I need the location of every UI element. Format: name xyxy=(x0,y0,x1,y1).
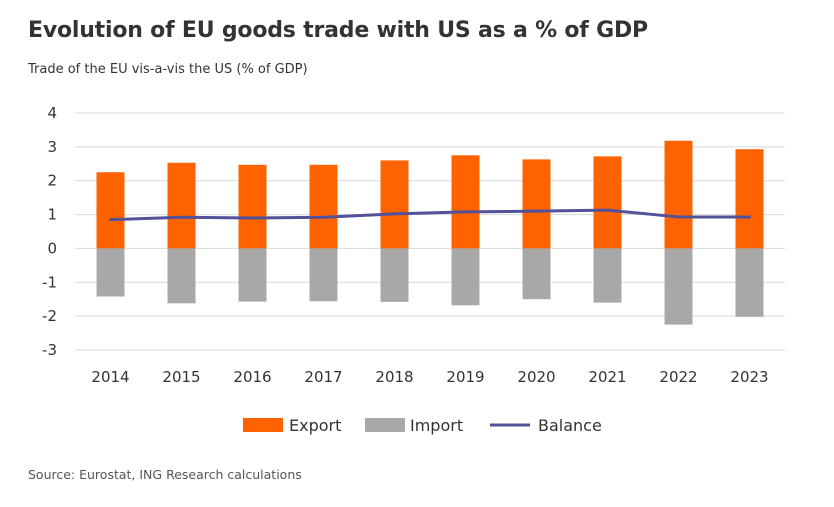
import-bar xyxy=(451,248,480,306)
y-tick-label: -3 xyxy=(42,341,57,359)
import-bar xyxy=(238,248,267,302)
import-bar xyxy=(735,248,764,317)
y-tick-label: 3 xyxy=(47,138,57,156)
export-bar xyxy=(167,162,196,249)
x-tick-label: 2020 xyxy=(517,368,555,386)
x-tick-label: 2017 xyxy=(304,368,342,386)
export-legend-label: Export xyxy=(289,416,341,435)
y-tick-label: -1 xyxy=(42,273,57,291)
balance-legend-label: Balance xyxy=(538,416,602,435)
balance-line-group xyxy=(109,208,751,222)
export-bar xyxy=(451,155,480,249)
import-bar xyxy=(522,248,551,300)
x-tick-label: 2018 xyxy=(375,368,413,386)
x-tick-label: 2022 xyxy=(659,368,697,386)
x-tick-label: 2015 xyxy=(162,368,200,386)
import-bar xyxy=(664,248,693,325)
import-legend-label: Import xyxy=(410,416,463,435)
import-bar xyxy=(309,248,338,302)
export-bar xyxy=(735,149,764,249)
y-tick-label: 2 xyxy=(47,172,57,190)
export-bar xyxy=(593,156,622,249)
import-legend-swatch xyxy=(365,418,405,432)
balance-line xyxy=(109,208,751,222)
chart-subtitle: Trade of the EU vis-a-vis the US (% of G… xyxy=(28,62,308,77)
import-bar xyxy=(593,248,622,303)
export-bar xyxy=(309,164,338,249)
y-tick-label: 4 xyxy=(47,104,57,122)
export-bar xyxy=(96,172,125,249)
x-tick-label: 2019 xyxy=(446,368,484,386)
x-tick-label: 2021 xyxy=(588,368,626,386)
x-tick-label: 2023 xyxy=(730,368,768,386)
x-tick-label: 2016 xyxy=(233,368,271,386)
source-note: Source: Eurostat, ING Research calculati… xyxy=(28,467,302,482)
export-bar xyxy=(522,159,551,249)
export-bar xyxy=(664,140,693,249)
export-bar xyxy=(380,160,409,249)
import-bar xyxy=(96,248,125,297)
y-axis-ticks: 4 3 2 1 0 -1 -2 -3 xyxy=(42,104,57,359)
chart-plot: 4 3 2 1 0 -1 -2 -3 2014 2015 2016 2017 2018 2019 2020… xyxy=(42,104,785,435)
x-tick-label: 2014 xyxy=(91,368,129,386)
y-tick-label: 0 xyxy=(47,239,57,257)
y-tick-label: -2 xyxy=(42,307,57,325)
bars xyxy=(96,140,764,325)
import-bar xyxy=(380,248,409,302)
x-axis-ticks: 2014 2015 2016 2017 2018 2019 2020 2021 2022 2023 xyxy=(91,368,768,386)
export-bar xyxy=(238,164,267,249)
import-bar xyxy=(167,248,196,304)
chart-title: Evolution of EU goods trade with US as a… xyxy=(28,18,648,43)
export-legend-swatch xyxy=(243,418,283,432)
legend: Export Import Balance xyxy=(243,416,602,435)
y-tick-label: 1 xyxy=(47,206,57,224)
